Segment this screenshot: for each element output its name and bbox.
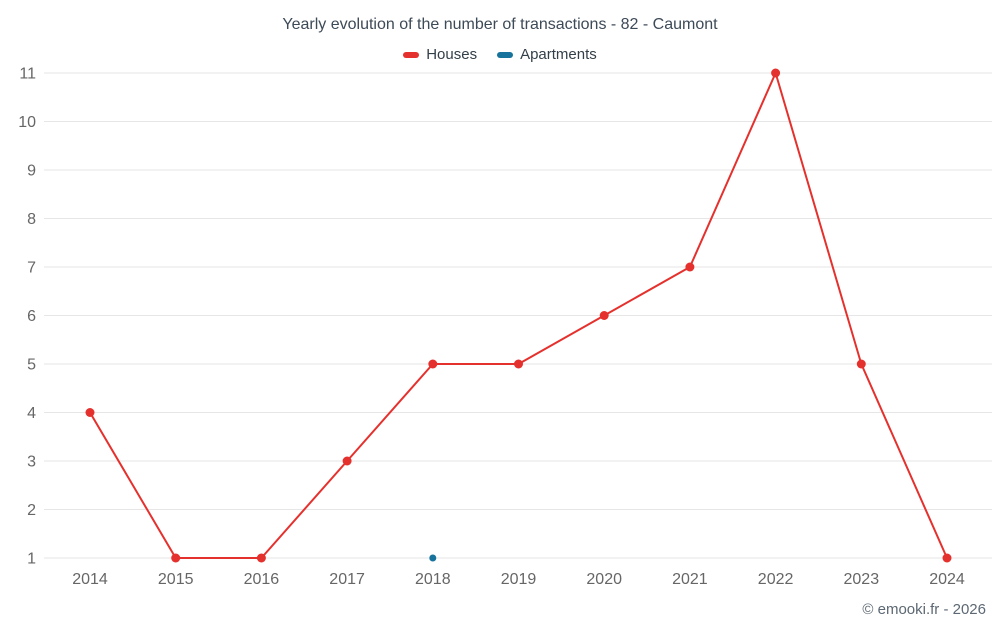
houses-point-2015[interactable] — [171, 553, 181, 563]
x-tick-label-2016: 2016 — [244, 571, 280, 588]
y-tick-label-9: 9 — [27, 163, 36, 180]
houses-point-2016[interactable] — [256, 553, 266, 563]
houses-point-2020[interactable] — [599, 311, 609, 320]
houses-point-2017[interactable] — [342, 456, 352, 466]
apartments-point-2018[interactable] — [429, 554, 437, 562]
copyright-text: © emooki.fr - 2026 — [862, 601, 986, 618]
houses-point-2021[interactable] — [685, 262, 695, 272]
houses-point-2019[interactable] — [514, 359, 523, 369]
houses-series — [85, 68, 952, 563]
houses-point-2024[interactable] — [942, 553, 952, 563]
x-tick-label-2017: 2017 — [329, 571, 365, 588]
x-tick-label-2018: 2018 — [415, 571, 451, 588]
x-tick-label-2019: 2019 — [501, 571, 537, 588]
apartments-series-marker-icon — [497, 51, 514, 58]
legend-label-apartments: Apartments — [520, 46, 597, 63]
legend-label-houses: Houses — [426, 46, 478, 63]
houses-series-marker-icon — [403, 51, 420, 58]
y-tick-label-10: 10 — [18, 114, 36, 131]
y-tick-label-7: 7 — [27, 260, 36, 277]
y-tick-label-2: 2 — [27, 502, 36, 519]
houses-point-2014[interactable] — [85, 408, 95, 417]
x-tick-label-2023: 2023 — [844, 571, 880, 588]
legend: Houses Apartments — [0, 46, 1000, 63]
houses-point-2023[interactable] — [856, 359, 866, 369]
x-tick-label-2021: 2021 — [672, 571, 708, 588]
x-tick-label-2014: 2014 — [72, 571, 108, 588]
y-tick-label-3: 3 — [27, 454, 36, 471]
y-tick-label-6: 6 — [27, 308, 36, 325]
legend-item-houses[interactable]: Houses — [403, 46, 477, 63]
chart-title: Yearly evolution of the number of transa… — [282, 16, 718, 33]
y-tick-label-11: 11 — [19, 66, 36, 83]
y-axis-labels: 1 2 3 4 5 6 7 8 9 10 11 — [18, 66, 36, 568]
houses-point-2018[interactable] — [428, 359, 438, 369]
x-tick-label-2024: 2024 — [929, 571, 965, 588]
y-tick-label-5: 5 — [27, 357, 36, 374]
x-tick-label-2015: 2015 — [158, 571, 194, 588]
y-tick-label-8: 8 — [27, 211, 36, 228]
x-tick-label-2022: 2022 — [758, 571, 794, 588]
y-tick-label-1: 1 — [27, 551, 36, 568]
x-axis-labels: 2014 2015 2016 2017 2018 2019 2020 2021 2022 2023… — [72, 571, 965, 588]
legend-item-apartments[interactable]: Apartments — [497, 46, 597, 63]
y-tick-label-4: 4 — [27, 405, 36, 422]
apartments-series — [429, 554, 437, 562]
x-tick-label-2020: 2020 — [586, 571, 622, 588]
houses-point-2022[interactable] — [771, 68, 781, 78]
grid-lines — [44, 72, 992, 559]
